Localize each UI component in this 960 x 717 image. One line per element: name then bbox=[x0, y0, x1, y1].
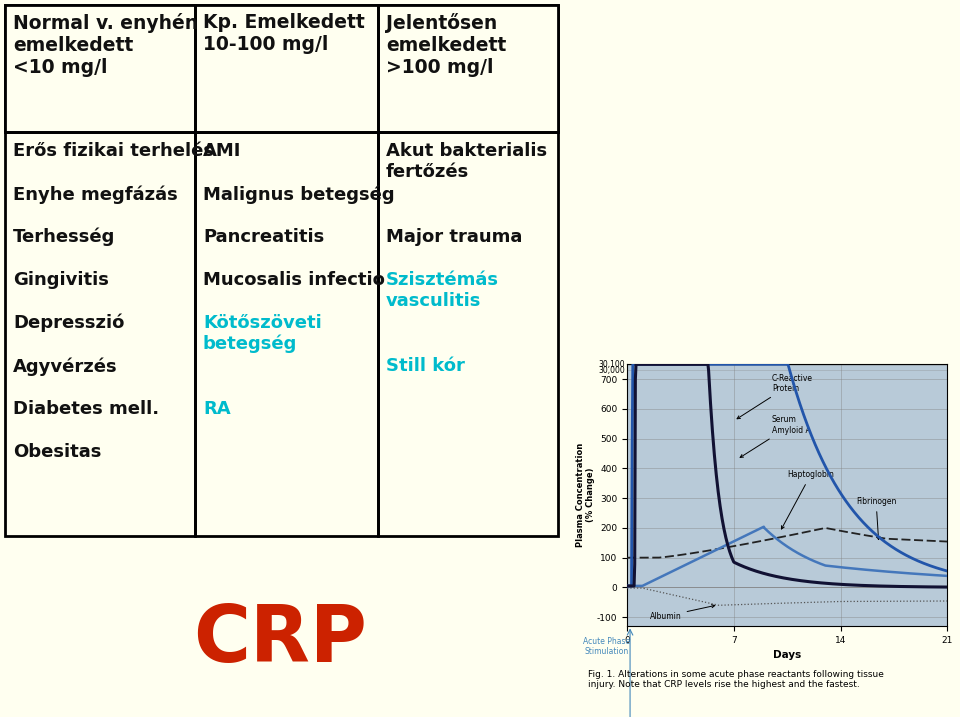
Text: Fig. 1. Alterations in some acute phase reactants following tissue
injury. Note : Fig. 1. Alterations in some acute phase … bbox=[588, 670, 883, 690]
Text: Terhesség: Terhesség bbox=[13, 228, 115, 247]
Text: CRP: CRP bbox=[193, 602, 367, 678]
Y-axis label: Plasma Concentration
(% Change): Plasma Concentration (% Change) bbox=[576, 443, 595, 547]
Text: Gingivitis: Gingivitis bbox=[13, 271, 108, 289]
Text: Agyvérzés: Agyvérzés bbox=[13, 357, 118, 376]
Text: 30,000: 30,000 bbox=[598, 366, 625, 375]
Text: Enyhe megfázás: Enyhe megfázás bbox=[13, 185, 178, 204]
Text: Major trauma: Major trauma bbox=[386, 228, 522, 246]
Text: Szisztémás
vasculitis: Szisztémás vasculitis bbox=[386, 271, 499, 310]
Text: C-Reactive
Protein: C-Reactive Protein bbox=[737, 374, 813, 419]
Text: Kötőszöveti
betegség: Kötőszöveti betegség bbox=[203, 314, 322, 353]
Text: Normal v. enyhén
emelkedett
<10 mg/l: Normal v. enyhén emelkedett <10 mg/l bbox=[13, 13, 198, 77]
Text: Jelentősen
emelkedett
>100 mg/l: Jelentősen emelkedett >100 mg/l bbox=[386, 13, 506, 77]
Text: Pancreatitis: Pancreatitis bbox=[203, 228, 324, 246]
Text: Malignus betegség: Malignus betegség bbox=[203, 185, 395, 204]
Text: 30,100: 30,100 bbox=[598, 361, 625, 369]
Text: Obesitas: Obesitas bbox=[13, 443, 102, 461]
Text: RA: RA bbox=[203, 400, 230, 418]
Text: Acute Phase
Stimulation: Acute Phase Stimulation bbox=[583, 637, 630, 657]
Text: Mucosalis infectio: Mucosalis infectio bbox=[203, 271, 385, 289]
Text: AMI: AMI bbox=[203, 142, 241, 160]
Text: Kp. Emelkedett
10-100 mg/l: Kp. Emelkedett 10-100 mg/l bbox=[203, 13, 365, 54]
Text: Depresszió: Depresszió bbox=[13, 314, 125, 333]
Bar bbox=[5, 5, 558, 132]
Text: Diabetes mell.: Diabetes mell. bbox=[13, 400, 159, 418]
Text: Fibrinogen: Fibrinogen bbox=[856, 497, 897, 540]
Text: Haptoglobin: Haptoglobin bbox=[781, 470, 834, 529]
Bar bbox=[5, 5, 558, 536]
Text: Serum
Amyloid A: Serum Amyloid A bbox=[740, 415, 811, 457]
Text: Akut bakterialis
fertőzés: Akut bakterialis fertőzés bbox=[386, 142, 547, 181]
X-axis label: Days: Days bbox=[773, 650, 802, 660]
Text: Still kór: Still kór bbox=[386, 357, 465, 375]
Text: Erős fizikai terhelés: Erős fizikai terhelés bbox=[13, 142, 214, 160]
Text: Albumin: Albumin bbox=[650, 604, 715, 621]
